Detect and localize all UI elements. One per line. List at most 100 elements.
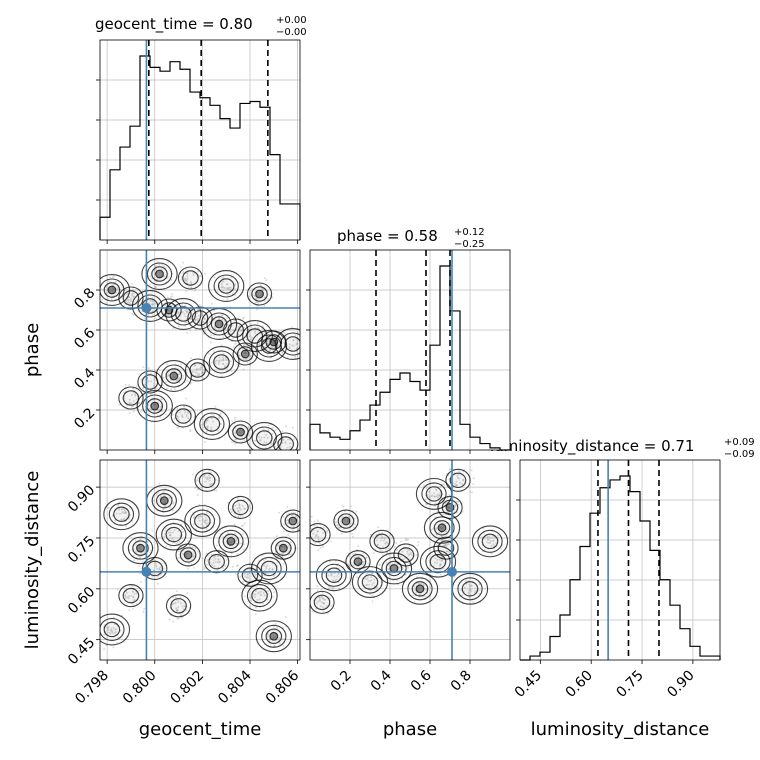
density-cell — [325, 567, 343, 584]
sample-point — [340, 515, 343, 518]
sample-point — [123, 397, 126, 400]
sample-point — [261, 602, 264, 605]
sample-point — [124, 594, 127, 597]
sample-point — [430, 528, 433, 531]
sample-point — [173, 529, 176, 532]
histogram-step — [309, 265, 510, 451]
sample-point — [407, 554, 410, 557]
sample-point — [120, 518, 123, 521]
sample-point — [322, 602, 325, 605]
axes-frame — [309, 459, 511, 661]
sample-point — [164, 413, 167, 416]
density-cell — [174, 408, 193, 424]
sample-point — [436, 542, 439, 545]
sample-point — [404, 539, 407, 542]
sample-point — [143, 550, 146, 553]
sample-point — [319, 600, 322, 603]
sample-point — [232, 329, 235, 332]
sample-point — [222, 567, 225, 570]
sample-point — [177, 556, 180, 559]
sample-point — [107, 279, 110, 282]
sample-point — [183, 411, 186, 414]
sample-point — [248, 295, 251, 298]
sample-point — [242, 580, 245, 583]
sample-point — [396, 579, 399, 582]
sample-point — [427, 490, 430, 493]
sample-point — [204, 521, 207, 524]
contour-level — [184, 505, 221, 537]
sample-point — [371, 594, 374, 597]
sample-point — [166, 296, 169, 299]
sample-point — [157, 492, 160, 495]
contour-level — [429, 516, 455, 540]
sample-point — [459, 481, 462, 484]
contour-level — [433, 520, 451, 536]
contour-level — [194, 513, 211, 529]
sample-point — [210, 426, 213, 429]
sample-point — [209, 476, 212, 479]
panel-content — [310, 468, 509, 615]
sample-point — [197, 477, 200, 480]
contour-level — [278, 543, 288, 553]
sample-point — [230, 276, 233, 279]
x-tick-label: 0.804 — [215, 667, 255, 707]
contour-level — [122, 390, 140, 406]
sample-point — [101, 298, 104, 301]
contour-level — [411, 581, 429, 597]
density-cell — [313, 594, 331, 611]
sample-point — [192, 274, 195, 277]
sample-point — [208, 483, 211, 486]
sample-point — [153, 265, 156, 268]
sample-point — [153, 377, 156, 380]
contour-level — [246, 282, 273, 306]
sample-point — [396, 548, 399, 551]
sample-point — [126, 293, 129, 296]
sample-point — [315, 601, 318, 604]
sample-point — [438, 494, 441, 497]
sample-point — [236, 565, 239, 568]
sample-point — [107, 626, 110, 629]
sample-point — [225, 283, 228, 286]
sample-point — [205, 511, 208, 514]
density-cell — [212, 354, 231, 370]
sample-point — [352, 553, 355, 556]
sample-point — [264, 558, 267, 561]
sample-point — [128, 302, 131, 305]
sample-point — [198, 275, 201, 278]
sample-point — [335, 578, 338, 581]
sample-point — [432, 568, 435, 571]
y-tick-label: 0.60 — [65, 584, 98, 617]
sample-point — [127, 597, 130, 600]
sample-point — [339, 526, 342, 529]
sample-point — [275, 428, 278, 431]
sample-point — [326, 529, 329, 532]
panel-geocent-time-histogram — [96, 39, 301, 244]
contour-level — [397, 547, 415, 563]
sample-point — [404, 537, 407, 540]
sample-point — [203, 475, 206, 478]
sample-point — [328, 586, 331, 589]
xlabel-geocent-time: geocent_time — [139, 719, 262, 740]
sample-point — [159, 406, 162, 409]
sample-point — [177, 311, 180, 314]
sample-point — [249, 562, 252, 565]
sample-point — [282, 516, 285, 519]
x-tick-label: 0.798 — [72, 668, 112, 708]
sample-point — [113, 631, 116, 634]
sample-point — [229, 360, 232, 363]
sample-point — [488, 538, 491, 541]
contour-level — [445, 468, 471, 492]
axes-frame — [519, 459, 721, 661]
sample-point — [175, 609, 178, 612]
contour-level — [251, 426, 277, 450]
sample-point — [456, 474, 459, 477]
sample-point — [216, 561, 219, 564]
sample-point — [296, 547, 299, 550]
contour-level — [277, 436, 294, 450]
sample-point — [372, 552, 375, 555]
sample-point — [250, 354, 253, 357]
sample-point — [254, 331, 257, 334]
sample-point — [128, 298, 131, 301]
sample-point — [206, 508, 209, 511]
sample-point — [186, 311, 189, 314]
